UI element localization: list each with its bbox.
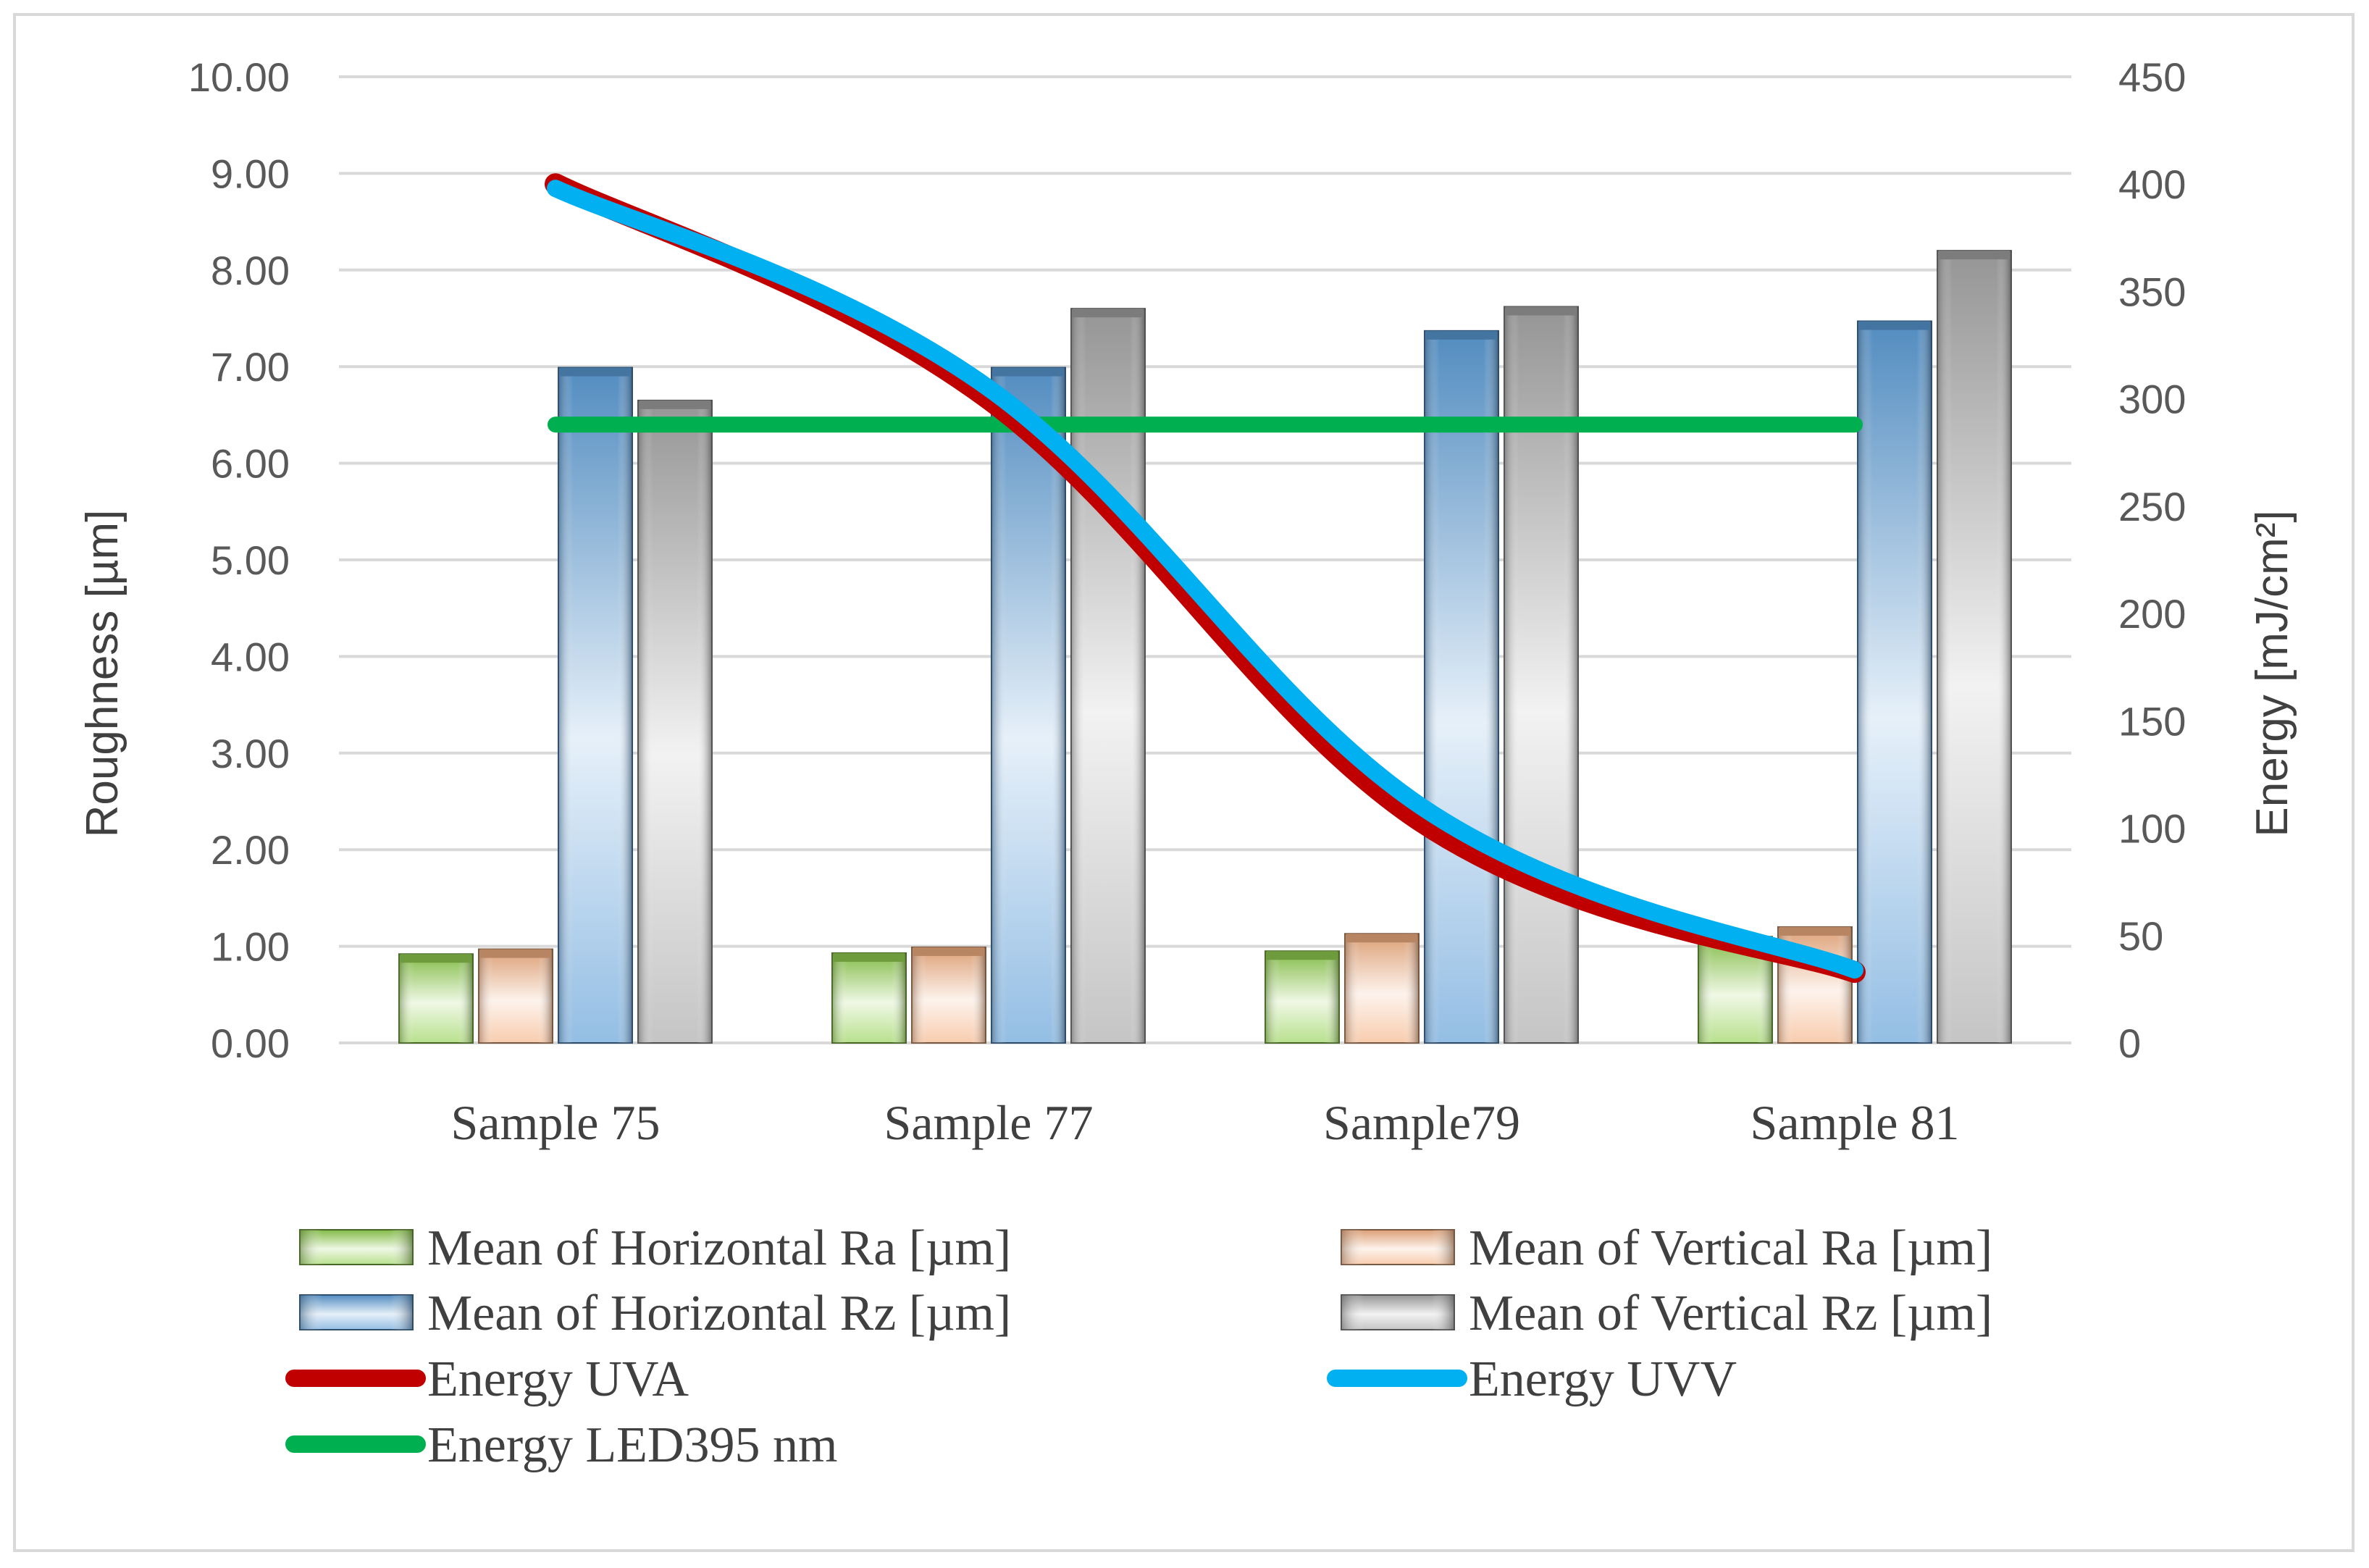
right-axis-ticks: 0 50 100 150 200 250 300 350 400 450	[2118, 54, 2186, 1066]
right-tick-label: 50	[2118, 913, 2163, 959]
right-tick-label: 150	[2118, 698, 2186, 744]
legend-label: Mean of Horizontal Ra [µm]	[427, 1220, 1011, 1276]
category-label: Sample 81	[1750, 1095, 1960, 1150]
line-energy-uvv	[547, 180, 1863, 979]
bar-mean-of-horizontal-rz-m-sample-75	[558, 366, 633, 1044]
energy-lines	[545, 173, 1866, 984]
left-tick-label: 1.00	[211, 924, 290, 970]
legend-item-mean-of-vertical-ra-m: Mean of Vertical Ra [µm]	[1341, 1220, 1992, 1276]
category-label: Sample 75	[451, 1095, 661, 1150]
legend-label: Mean of Horizontal Rz [µm]	[427, 1286, 1011, 1341]
bar-mean-of-horizontal-ra-m-sample-77	[831, 952, 907, 1044]
right-tick-label: 350	[2118, 269, 2186, 314]
bar-mean-of-vertical-ra-m-sample79	[1344, 933, 1420, 1044]
legend-item-mean-of-vertical-rz-m: Mean of Vertical Rz [µm]	[1341, 1286, 1992, 1341]
bar-mean-of-horizontal-rz-m-sample-81	[1857, 320, 1932, 1044]
legend-item-energy-uvv: Energy UVV	[1327, 1351, 1737, 1407]
bar-mean-of-horizontal-rz-m-sample79	[1424, 330, 1499, 1044]
bar-mean-of-vertical-ra-m-sample-81	[1777, 926, 1853, 1044]
left-tick-label: 0.00	[211, 1020, 290, 1066]
left-axis-title: Roughness [µm]	[77, 510, 127, 838]
category-labels: Sample 75 Sample 77 Sample79 Sample 81	[451, 1095, 1960, 1150]
right-tick-label: 200	[2118, 591, 2186, 637]
bar-mean-of-horizontal-rz-m-sample-77	[991, 366, 1066, 1044]
bar-mean-of-vertical-rz-m-sample-75	[637, 399, 713, 1044]
right-tick-label: 400	[2118, 162, 2186, 207]
legend-label: Energy LED395 nm	[427, 1417, 837, 1473]
legend-label: Mean of Vertical Ra [µm]	[1469, 1220, 1992, 1276]
legend-item-energy-led395-nm: Energy LED395 nm	[285, 1417, 837, 1473]
legend-item-mean-of-horizontal-rz-m: Mean of Horizontal Rz [µm]	[299, 1286, 1011, 1341]
legend-label: Mean of Vertical Rz [µm]	[1469, 1286, 1992, 1341]
left-tick-label: 4.00	[211, 634, 290, 679]
line-energy-uva	[545, 173, 1866, 984]
bars	[398, 250, 2012, 1044]
legend-label: Energy UVV	[1469, 1351, 1737, 1407]
right-tick-label: 100	[2118, 806, 2186, 852]
legend-item-mean-of-horizontal-ra-m: Mean of Horizontal Ra [µm]	[299, 1220, 1011, 1276]
bar-mean-of-vertical-ra-m-sample-75	[478, 948, 553, 1044]
bar-mean-of-vertical-rz-m-sample-81	[1937, 250, 2012, 1044]
bar-mean-of-vertical-ra-m-sample-77	[911, 946, 986, 1044]
legend-label: Energy UVA	[427, 1351, 689, 1407]
bar-mean-of-horizontal-ra-m-sample79	[1265, 950, 1340, 1044]
bar-mean-of-horizontal-ra-m-sample-75	[398, 953, 474, 1044]
category-label: Sample79	[1323, 1095, 1520, 1150]
left-tick-label: 6.00	[211, 441, 290, 487]
category-label: Sample 77	[884, 1095, 1094, 1150]
right-tick-label: 450	[2118, 54, 2186, 100]
right-tick-label: 300	[2118, 377, 2186, 422]
left-axis-ticks: 0.00 1.00 2.00 3.00 4.00 5.00 6.00 7.00 8.00 9.00…	[188, 54, 290, 1066]
left-tick-label: 5.00	[211, 537, 290, 583]
left-tick-label: 9.00	[211, 151, 290, 196]
left-tick-label: 8.00	[211, 248, 290, 293]
left-tick-label: 3.00	[211, 731, 290, 776]
legend-item-energy-uva: Energy UVA	[285, 1351, 689, 1407]
right-tick-label: 250	[2118, 484, 2186, 529]
right-tick-label: 0	[2118, 1020, 2141, 1066]
left-tick-label: 2.00	[211, 827, 290, 873]
right-axis-title: Energy [mJ/cm²]	[2247, 510, 2297, 837]
left-tick-label: 7.00	[211, 344, 290, 390]
left-tick-label: 10.00	[188, 54, 290, 100]
legend: Mean of Horizontal Ra [µm] Mean of Vertic…	[285, 1220, 1992, 1473]
